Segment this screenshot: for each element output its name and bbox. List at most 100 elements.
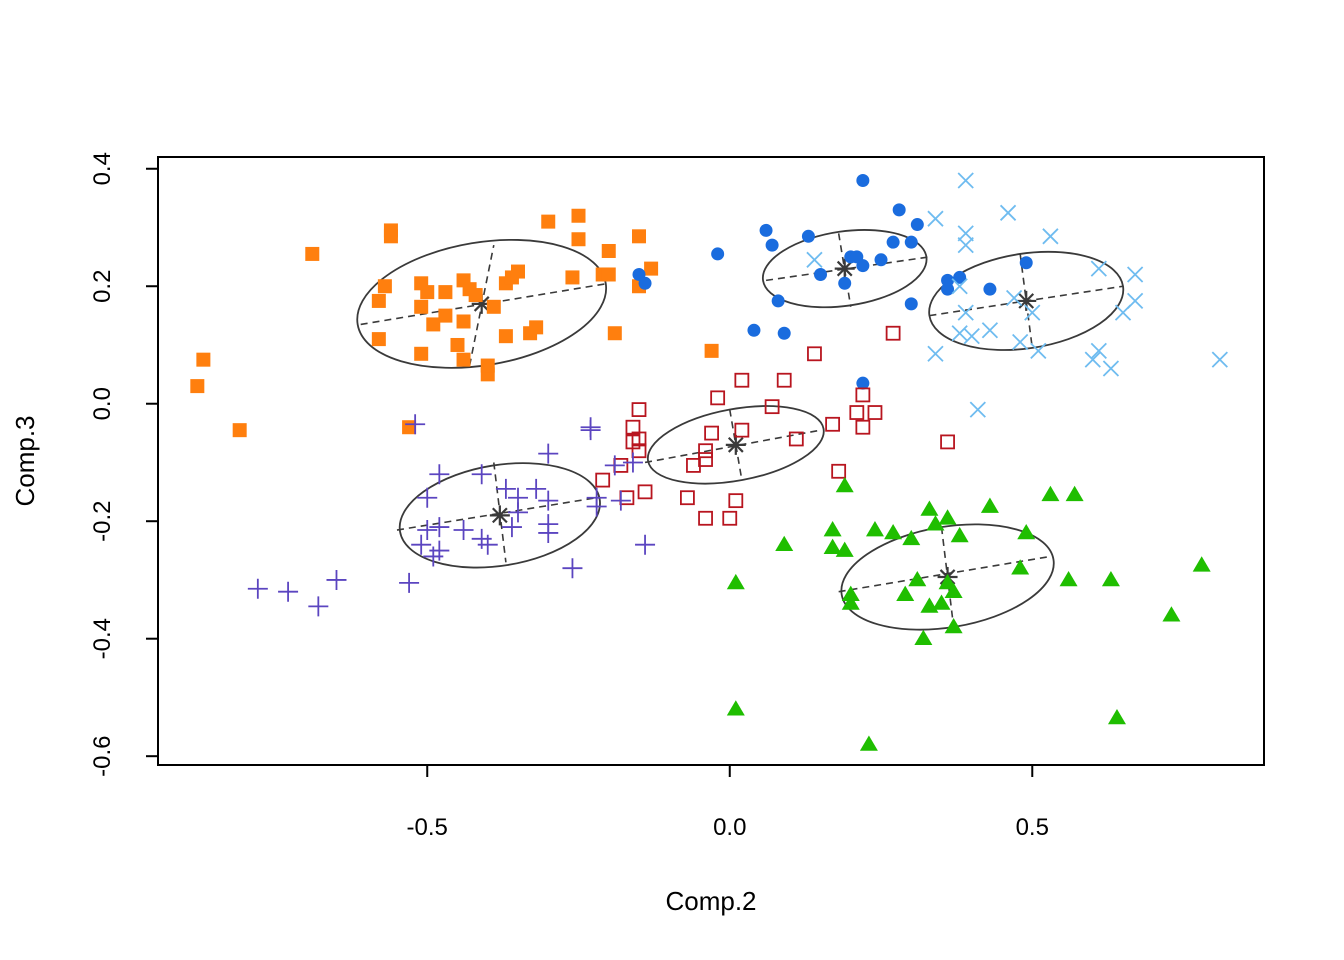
point-plus <box>278 581 299 602</box>
cluster-center-star <box>725 434 746 455</box>
y-tick-label: -0.2 <box>89 501 116 542</box>
plot-frame <box>157 156 1265 766</box>
point-open-square <box>855 419 871 435</box>
point-triangle <box>1192 556 1211 572</box>
point-x <box>1126 266 1144 283</box>
cluster-center-star <box>489 505 510 526</box>
point-square <box>196 352 211 367</box>
x-tick-label: 0.5 <box>1016 814 1049 841</box>
point-open-square <box>631 431 647 447</box>
point-square <box>383 229 398 244</box>
point-open-square <box>686 458 701 473</box>
point-triangle <box>902 529 921 546</box>
point-x <box>957 225 974 242</box>
point-circle <box>904 235 918 249</box>
point-triangle <box>841 594 860 610</box>
point-x <box>1084 351 1101 368</box>
point-triangle <box>823 538 842 554</box>
point-open-square <box>825 416 841 432</box>
point-square <box>468 288 483 303</box>
point-plus <box>429 540 450 561</box>
point-triangle <box>926 515 945 531</box>
point-triangle <box>1065 485 1084 502</box>
y-tick-label: -0.4 <box>89 618 116 659</box>
point-plus <box>495 478 516 499</box>
point-x <box>1012 333 1029 351</box>
point-open-square <box>722 510 738 526</box>
point-open-square <box>807 346 822 362</box>
point-open-square <box>764 399 780 415</box>
point-square <box>371 293 386 308</box>
point-open-square <box>698 452 713 467</box>
point-plus <box>417 487 438 508</box>
cluster-center-star <box>471 293 492 314</box>
y-tick-label: -0.6 <box>89 736 116 777</box>
point-x <box>1211 351 1228 368</box>
point-triangle <box>944 582 963 599</box>
point-open-square <box>698 443 713 459</box>
point-plus <box>247 578 268 599</box>
point-plus <box>586 496 607 517</box>
point-triangle <box>859 735 878 751</box>
point-square <box>190 379 205 394</box>
point-open-square <box>728 493 744 509</box>
y-tick-label: 0.2 <box>89 270 116 303</box>
point-square <box>426 317 441 332</box>
point-circle <box>856 259 870 273</box>
point-open-square <box>631 402 647 417</box>
point-circle <box>910 218 924 232</box>
point-open-square <box>734 372 750 388</box>
point-square <box>607 326 622 341</box>
point-triangle <box>980 497 999 513</box>
point-square <box>414 299 429 314</box>
point-circle <box>892 203 906 217</box>
point-open-square <box>788 431 804 447</box>
point-x <box>1005 289 1023 307</box>
point-circle <box>1019 256 1033 270</box>
point-circle <box>886 235 900 249</box>
ellipse-minor-axis <box>1019 253 1034 349</box>
point-triangle <box>1017 523 1036 540</box>
point-plus <box>411 534 432 555</box>
point-circle <box>904 297 918 311</box>
point-square <box>571 208 586 223</box>
point-x <box>963 328 980 345</box>
point-plus <box>429 517 450 538</box>
ellipse-major-axis <box>644 429 821 464</box>
point-open-square <box>619 490 635 506</box>
point-triangle <box>865 521 884 537</box>
point-circle <box>771 294 785 308</box>
point-x <box>1030 342 1047 359</box>
point-circle <box>638 276 652 290</box>
point-circle <box>856 173 870 187</box>
point-square <box>486 299 501 314</box>
point-plus <box>526 478 547 499</box>
point-plus <box>562 558 583 579</box>
point-plus <box>580 420 601 441</box>
point-open-square <box>704 425 720 441</box>
point-plus <box>538 443 559 464</box>
point-triangle <box>914 629 933 646</box>
point-triangle <box>841 585 860 601</box>
point-plus <box>308 596 329 617</box>
point-triangle <box>896 585 915 601</box>
point-x <box>927 210 944 227</box>
point-square <box>571 232 586 247</box>
point-x <box>1090 260 1107 277</box>
point-circle <box>953 270 967 284</box>
ellipse-major-axis <box>765 256 930 282</box>
point-plus <box>417 520 438 541</box>
point-square <box>420 285 435 300</box>
point-circle <box>765 238 779 252</box>
point-circle <box>814 267 828 281</box>
point-triangle <box>908 570 927 587</box>
point-square <box>565 270 580 285</box>
point-open-square <box>831 463 847 479</box>
point-triangle <box>932 594 951 610</box>
y-tick-label: 0.0 <box>89 387 116 420</box>
point-triangle <box>1107 709 1126 725</box>
point-x <box>1042 228 1059 245</box>
y-axis-title: Comp.3 <box>10 415 40 506</box>
point-square <box>456 314 471 329</box>
